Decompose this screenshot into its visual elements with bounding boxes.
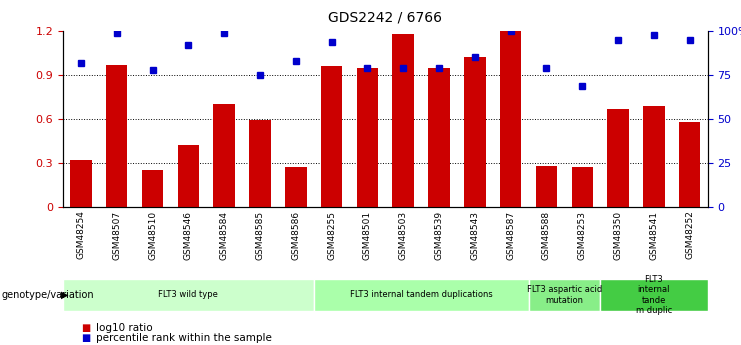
Text: ▶: ▶ — [61, 290, 68, 300]
Bar — [63, 279, 313, 311]
Text: GDS2242 / 6766: GDS2242 / 6766 — [328, 10, 442, 24]
Text: FLT3 internal tandem duplications: FLT3 internal tandem duplications — [350, 290, 493, 299]
Text: ■: ■ — [82, 333, 90, 343]
Text: GSM48587: GSM48587 — [506, 210, 515, 260]
Text: GSM48586: GSM48586 — [291, 210, 300, 260]
Bar — [600, 279, 708, 311]
Text: FLT3 aspartic acid
mutation: FLT3 aspartic acid mutation — [527, 285, 602, 305]
Bar — [285, 167, 307, 207]
Text: GSM48546: GSM48546 — [184, 210, 193, 259]
Bar — [679, 122, 700, 207]
Bar — [70, 160, 92, 207]
Text: GSM48507: GSM48507 — [112, 210, 122, 260]
Text: GSM48253: GSM48253 — [578, 210, 587, 259]
Text: FLT3 wild type: FLT3 wild type — [159, 290, 219, 299]
Bar — [106, 65, 127, 207]
Bar — [178, 146, 199, 207]
Text: genotype/variation: genotype/variation — [1, 290, 94, 300]
Text: GSM48252: GSM48252 — [685, 210, 694, 259]
Text: GSM48585: GSM48585 — [256, 210, 265, 260]
Text: ■: ■ — [82, 324, 90, 333]
Text: GSM48501: GSM48501 — [363, 210, 372, 260]
Bar — [356, 68, 378, 207]
Text: FLT3
internal
tande
m duplic: FLT3 internal tande m duplic — [636, 275, 672, 315]
Bar — [464, 57, 485, 207]
Bar — [608, 109, 629, 207]
Text: GSM48510: GSM48510 — [148, 210, 157, 260]
Bar — [249, 120, 270, 207]
Text: GSM48539: GSM48539 — [434, 210, 444, 260]
Text: GSM48503: GSM48503 — [399, 210, 408, 260]
Text: GSM48588: GSM48588 — [542, 210, 551, 260]
Bar — [142, 170, 163, 207]
Bar — [313, 279, 528, 311]
Bar — [428, 68, 450, 207]
Bar — [528, 279, 600, 311]
Bar — [643, 106, 665, 207]
Bar — [321, 66, 342, 207]
Bar — [536, 166, 557, 207]
Bar — [213, 104, 235, 207]
Text: log10 ratio: log10 ratio — [96, 324, 153, 333]
Text: GSM48254: GSM48254 — [76, 210, 85, 259]
Text: GSM48350: GSM48350 — [614, 210, 622, 260]
Bar — [571, 167, 593, 207]
Text: percentile rank within the sample: percentile rank within the sample — [96, 333, 272, 343]
Bar — [500, 31, 522, 207]
Text: GSM48543: GSM48543 — [471, 210, 479, 259]
Text: GSM48255: GSM48255 — [327, 210, 336, 259]
Text: GSM48584: GSM48584 — [219, 210, 229, 259]
Bar — [393, 34, 414, 207]
Text: GSM48541: GSM48541 — [649, 210, 659, 259]
